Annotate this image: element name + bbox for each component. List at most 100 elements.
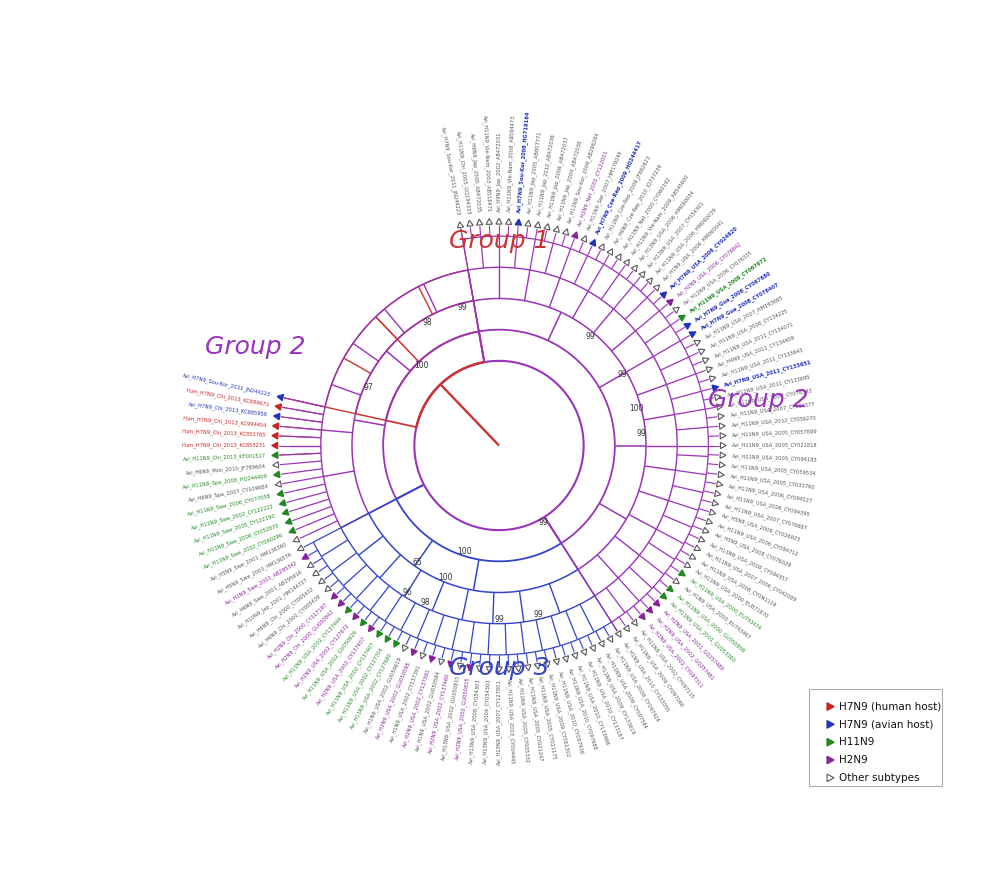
- Text: 99: 99: [457, 303, 467, 313]
- Text: 99: 99: [586, 331, 596, 340]
- Text: Avi_H7N9_Sou-Kor_2011_JN244223: Avi_H7N9_Sou-Kor_2011_JN244223: [183, 372, 271, 397]
- Text: Avi_H11N9_USA_2006_CY076335: Avi_H11N9_USA_2006_CY076335: [683, 249, 753, 306]
- Polygon shape: [647, 607, 653, 613]
- Text: Avi_H2N9_USA_2002_CY137407: Avi_H2N9_USA_2002_CY137407: [315, 635, 367, 706]
- Text: Avi_H1N9_USA_2002_CY137391: Avi_H1N9_USA_2002_CY137391: [388, 664, 422, 743]
- Text: Avi_H2N9_USA_2002_GQ257481: Avi_H2N9_USA_2002_GQ257481: [655, 616, 716, 682]
- Text: Avi_H11N9_USA_2010_CY097688: Avi_H11N9_USA_2010_CY097688: [567, 667, 598, 751]
- Text: Avi_H4N9_USA_2011_CY134409: Avi_H4N9_USA_2011_CY134409: [718, 335, 796, 368]
- Text: Avi_H11N9_USA_2010_CY133466: Avi_H11N9_USA_2010_CY133466: [576, 664, 611, 746]
- Text: Avi_H11N9_Vie-Nam_2008_AB594473: Avi_H11N9_Vie-Nam_2008_AB594473: [506, 115, 516, 212]
- Text: Avi_H6N9_Chi_2000_CY005432: Avi_H6N9_Chi_2000_CY005432: [249, 585, 315, 639]
- Text: Avi_H11N9_Swe_2006_CY077058: Avi_H11N9_Swe_2006_CY077058: [187, 494, 271, 518]
- Text: Avi_H11N9_Swi_2007_HM179249: Avi_H11N9_Swi_2007_HM179249: [586, 150, 624, 231]
- Text: Avi_H11N9_USA_2005_CY005332: Avi_H11N9_USA_2005_CY005332: [517, 678, 530, 764]
- Polygon shape: [273, 471, 279, 478]
- Polygon shape: [654, 600, 660, 606]
- Polygon shape: [338, 600, 344, 606]
- Text: Avi_H11N9_USA_2009_CY097068: Avi_H11N9_USA_2009_CY097068: [631, 635, 685, 709]
- Polygon shape: [448, 661, 454, 667]
- Text: Avi_H11N9_USA_2008_CY067672: Avi_H11N9_USA_2008_CY067672: [689, 256, 768, 314]
- Text: Avi_H11N9_USA_2007_CY134377: Avi_H11N9_USA_2007_CY134377: [731, 401, 815, 418]
- Text: Avi_H6N9_Mon_2010_JF789604: Avi_H6N9_Mon_2010_JF789604: [186, 463, 266, 476]
- Text: Avi_H11N9_Jap_2006_AB472037: Avi_H11N9_Jap_2006_AB472037: [547, 135, 571, 218]
- Text: Avi_H13N9_USA_2004_CY054303: Avi_H13N9_USA_2004_CY054303: [482, 679, 492, 764]
- Polygon shape: [639, 613, 645, 619]
- Text: 96: 96: [402, 588, 412, 597]
- Polygon shape: [429, 656, 435, 662]
- Polygon shape: [667, 299, 673, 306]
- Text: Avi_H2N9_Chi_2000_CY117197: Avi_H2N9_Chi_2000_CY117197: [265, 601, 328, 659]
- Text: Avi_H11N9_USA_2009_CY081302: Avi_H11N9_USA_2009_CY081302: [547, 673, 571, 758]
- Text: Avi_H2N9_Chi_2000_GU050842: Avi_H2N9_Chi_2000_GU050842: [274, 609, 336, 670]
- Text: Avi_H7N9_Gua_2008_CY067680: Avi_H7N9_Gua_2008_CY067680: [695, 269, 772, 323]
- Text: Avi_H2N9_USA_2001_GQ257489: Avi_H2N9_USA_2001_GQ257489: [662, 609, 726, 672]
- Polygon shape: [679, 315, 685, 321]
- Polygon shape: [394, 641, 399, 647]
- Text: Avi_H7N9_Sou-Kor_2008_HG719164: Avi_H7N9_Sou-Kor_2008_HG719164: [516, 110, 531, 213]
- Polygon shape: [345, 607, 351, 613]
- Text: Avi_H2N9_USA_2002_GU050598: Avi_H2N9_USA_2002_GU050598: [375, 660, 412, 740]
- Text: Hum_H7N9_Chi_2013_KC853231: Hum_H7N9_Chi_2013_KC853231: [182, 443, 265, 448]
- Text: Avi_H11N9_Swe_2002_CY122222: Avi_H11N9_Swe_2002_CY122222: [190, 503, 274, 531]
- Text: Avi_H7N9_Gua_2008_CY076407: Avi_H7N9_Gua_2008_CY076407: [700, 282, 780, 331]
- Polygon shape: [277, 490, 283, 496]
- Text: Avi_H1N9_USA_2002_GU050619: Avi_H1N9_USA_2002_GU050619: [362, 656, 403, 734]
- Polygon shape: [660, 292, 667, 298]
- Polygon shape: [572, 232, 578, 239]
- Polygon shape: [282, 509, 288, 515]
- Text: 99: 99: [533, 610, 543, 619]
- Polygon shape: [411, 649, 417, 656]
- Polygon shape: [684, 323, 691, 329]
- Text: 100: 100: [457, 547, 472, 556]
- Text: Avi_H11N9_Swe_2002_CY060296: Avi_H11N9_Swe_2002_CY060296: [203, 532, 284, 570]
- Text: Avi_H13N9_USA_2002_GU050815: Avi_H13N9_USA_2002_GU050815: [440, 674, 461, 762]
- Text: 99: 99: [636, 429, 646, 437]
- Polygon shape: [827, 703, 834, 710]
- Text: Avi_H6N9_Chi_2000_CY005439: Avi_H6N9_Chi_2000_CY005439: [256, 593, 322, 650]
- Text: 98: 98: [423, 317, 432, 326]
- Text: Avi_H11N9_USA_2009_CY097584: Avi_H11N9_USA_2009_CY097584: [604, 651, 649, 730]
- Text: Avi_H11N9_USA_2009_CY133819: Avi_H11N9_USA_2009_CY133819: [595, 656, 637, 736]
- Text: Avi_H11N9_USA_2006_HM060039: Avi_H11N9_USA_2006_HM060039: [655, 207, 719, 275]
- Text: Avi_H11N9_USA_2006_CY094712: Avi_H11N9_USA_2006_CY094712: [718, 523, 800, 558]
- Polygon shape: [272, 423, 278, 429]
- Text: Avi_H11N9_USA_2006_CY094127: Avi_H11N9_USA_2006_CY094127: [729, 483, 813, 503]
- Polygon shape: [827, 721, 834, 728]
- Text: 99: 99: [494, 615, 504, 624]
- Text: Avi_H11N9_Jap_2005_AB807771: Avi_H11N9_Jap_2005_AB807771: [527, 131, 543, 215]
- Text: Avi_H9N9_Jap_2002_AB472031: Avi_H9N9_Jap_2002_AB472031: [496, 132, 502, 212]
- Text: H11N9: H11N9: [839, 737, 874, 748]
- Text: Avi_H7N9_Chi_2013_KC885958: Avi_H7N9_Chi_2013_KC885958: [188, 402, 267, 418]
- Polygon shape: [279, 500, 286, 506]
- Text: Avi_H11N9_USA_2000_EU743474: Avi_H11N9_USA_2000_EU743474: [689, 577, 762, 631]
- Text: Avi_H11N9_USA_2002_CY127680: Avi_H11N9_USA_2002_CY127680: [349, 651, 394, 730]
- Text: Avi_H9N9_Jap_2005_AB472035: Avi_H9N9_Jap_2005_AB472035: [469, 133, 481, 213]
- Text: Hum_H7N9_Chi_2013_KC994454: Hum_H7N9_Chi_2013_KC994454: [183, 415, 266, 428]
- Text: 97: 97: [364, 383, 373, 392]
- Text: Avi_H5N9_Swe_2003_HM136576: Avi_H5N9_Swe_2003_HM136576: [217, 551, 293, 594]
- Text: Avi_H11N9_Vie-Nam_2003_AB516471: Avi_H11N9_Vie-Nam_2003_AB516471: [482, 115, 492, 212]
- Text: Hum_H7N9_Chi_2013_KC853765: Hum_H7N9_Chi_2013_KC853765: [182, 429, 265, 438]
- Text: Avi_H1N9_USA_2000_EU743467: Avi_H1N9_USA_2000_EU743467: [683, 585, 751, 641]
- Text: 100: 100: [630, 405, 644, 413]
- Polygon shape: [515, 219, 521, 225]
- Text: Avi_H13N9_USA_2007_CY127801: Avi_H13N9_USA_2007_CY127801: [496, 679, 502, 764]
- Text: Avi_H11N9_Swe_2006_CY052870: Avi_H11N9_Swe_2006_CY052870: [198, 523, 280, 558]
- Text: Group 2: Group 2: [708, 388, 808, 412]
- Text: Avi_H2N9_USA_2002_CY137460: Avi_H2N9_USA_2002_CY137460: [428, 673, 451, 755]
- Text: Avi_H11N9_USA_2007_CY076343: Avi_H11N9_USA_2007_CY076343: [729, 388, 813, 408]
- Text: Avi_H11N9_USA_2002_CY137444: Avi_H11N9_USA_2002_CY137444: [281, 616, 343, 683]
- Text: Avi_H11N9_USA_2000_GU050808: Avi_H11N9_USA_2000_GU050808: [676, 593, 747, 654]
- Text: Avi_H11N9_USA_2005_CY021175: Avi_H11N9_USA_2005_CY021175: [537, 674, 557, 760]
- Text: Avi_H6N9_Cze-Rep_2010_IQ737239: Avi_H6N9_Cze-Rep_2010_IQ737239: [613, 162, 664, 245]
- Text: Avi_H10N9_Jap_2001_HM144727: Avi_H10N9_Jap_2001_HM144727: [237, 577, 309, 630]
- Polygon shape: [275, 404, 281, 410]
- Polygon shape: [368, 625, 374, 632]
- Text: H7N9 (human host): H7N9 (human host): [839, 701, 941, 712]
- Text: Avi_H2N9_USA_2002_CY127672: Avi_H2N9_USA_2002_CY127672: [293, 623, 351, 690]
- Polygon shape: [712, 385, 719, 391]
- Text: Avi_H5N9_USA_2008_CY076029: Avi_H5N9_USA_2008_CY076029: [714, 532, 792, 569]
- Polygon shape: [289, 527, 295, 533]
- Polygon shape: [590, 240, 596, 246]
